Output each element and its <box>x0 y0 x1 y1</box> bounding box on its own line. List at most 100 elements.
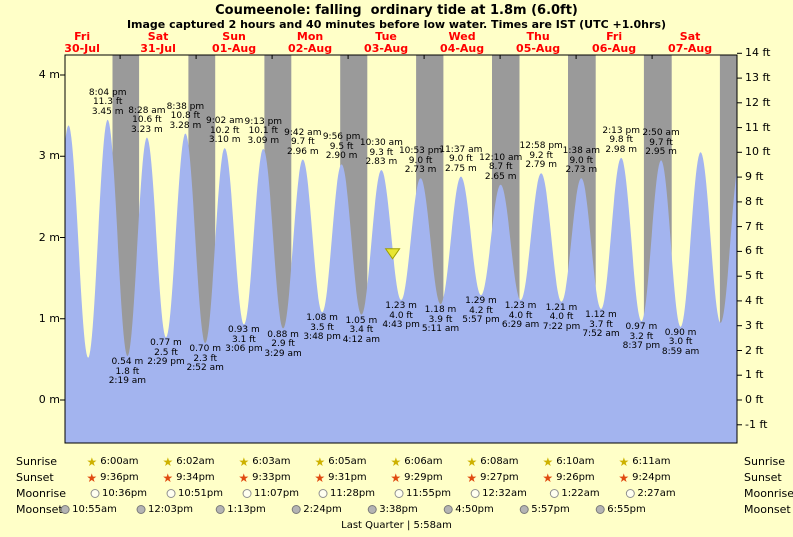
moonrise-time-entry: 11:28pm <box>318 487 375 500</box>
tide-low-label: 1.23 m 4.0 ft 6:29 am <box>489 302 553 331</box>
tide-label-line: 10.6 ft <box>132 115 162 126</box>
moonset-moon-icon <box>443 505 453 514</box>
moonrise-time: 10:51pm <box>178 488 223 499</box>
sunset-time-entry: ★ 9:33pm <box>238 471 290 484</box>
sunrise-time: 6:02am <box>176 456 215 467</box>
tide-label-line: 1.18 m <box>424 305 457 316</box>
tide-label-line: 3:06 pm <box>225 344 263 355</box>
tide-high-label: 9:13 pm 10.1 ft 3.09 m <box>231 117 295 147</box>
tide-label-line: 9.0 ft <box>449 154 473 165</box>
day-label: Sun 01-Aug <box>212 31 256 54</box>
tide-high-label: 2:13 pm 9.8 ft 2.98 m <box>589 126 653 156</box>
day-label: Wed 04-Aug <box>440 31 484 54</box>
tide-label-line: 4.0 ft <box>549 312 574 323</box>
tide-label-line: 9:02 am <box>206 116 244 127</box>
tide-low-label: 1.21 m 4.0 ft 7:22 pm <box>530 303 594 333</box>
tide-label-line: 0.97 m <box>625 322 658 333</box>
tide-label-line: 2:29 pm <box>147 357 185 368</box>
sunrise-star-icon: ★ <box>86 454 98 469</box>
tide-label-line: 0.54 m <box>111 357 144 368</box>
almanac-label-right-moonrise: Moonrise <box>744 487 793 500</box>
sunrise-star-icon: ★ <box>314 454 326 469</box>
tide-label-line: 7:22 pm <box>542 321 581 332</box>
tide-label-line: 0.88 m <box>267 329 299 340</box>
y-axis-right-label: 6 ft <box>745 244 764 258</box>
tide-low-label: 1.05 m 3.4 ft 4:12 am <box>329 315 393 346</box>
tide-label-line: 1.29 m <box>465 296 497 307</box>
sunrise-time-entry: ★ 6:08am <box>466 455 518 468</box>
tide-label-line: 2.96 m <box>286 146 319 157</box>
moonset-moon-icon <box>519 505 529 514</box>
y-axis-right-label: 0 ft <box>745 393 764 406</box>
sunset-star-icon: ★ <box>390 470 402 485</box>
tide-label-line: 4:12 am <box>342 334 381 345</box>
tide-label-line: 2.5 ft <box>154 347 178 358</box>
moonset-moon-icon <box>291 505 301 514</box>
y-axis-right-label: 14 ft <box>745 46 771 60</box>
day-label: Tue 03-Aug <box>364 31 408 54</box>
sunrise-star-icon: ★ <box>542 454 554 469</box>
tide-low-label: 1.18 m 3.9 ft 5:11 am <box>409 306 473 335</box>
moonset-time-entry: 2:24pm <box>291 503 342 516</box>
y-axis-right-label: 7 ft <box>745 219 764 233</box>
tide-low-label: 1.12 m 3.7 ft 7:52 am <box>569 310 633 340</box>
tide-label-line: 4.2 ft <box>469 305 493 316</box>
tide-label-line: 3.4 ft <box>349 325 374 336</box>
tide-label-line: 8:37 pm <box>622 341 661 352</box>
tide-label-line: 0.93 m <box>228 325 260 336</box>
sunset-time: 9:31pm <box>328 472 367 483</box>
moonrise-moon-icon <box>549 489 559 498</box>
tide-label-line: 3:29 am <box>264 348 302 359</box>
tide-label-line: 3.1 ft <box>232 334 256 345</box>
moonrise-time-entry: 10:51pm <box>166 487 223 500</box>
tide-label-line: 9.0 ft <box>408 155 433 166</box>
tide-low-label: 0.54 m 1.8 ft 2:19 am <box>95 358 159 387</box>
moonset-time: 2:24pm <box>303 504 342 515</box>
tide-label-line: 2:19 am <box>108 376 147 387</box>
day-label: Sat 07-Aug <box>668 31 712 54</box>
tide-label-line: 1.05 m <box>345 315 378 326</box>
sunset-time: 9:26pm <box>556 472 595 483</box>
tide-high-label: 10:30 am 9.3 ft 2.83 m <box>349 139 413 168</box>
sunset-star-icon: ★ <box>86 470 98 485</box>
tide-label-line: 4:43 pm <box>382 320 420 331</box>
tide-low-label: 0.70 m 2.3 ft 2:52 am <box>173 345 237 374</box>
almanac-label-left-moonset: Moonset <box>16 503 63 516</box>
sunset-star-icon: ★ <box>238 470 250 485</box>
tide-high-label: 8:04 pm 11.3 ft 3.45 m <box>76 88 140 118</box>
tide-label-line: 0.70 m <box>189 344 222 355</box>
tide-label-line: 3:48 pm <box>303 332 341 343</box>
current-tide-marker-icon <box>384 248 401 260</box>
y-axis-left-label: 0 m <box>38 393 60 406</box>
y-axis-right-label: 5 ft <box>745 269 764 283</box>
moonset-time-entry: 5:57pm <box>519 503 570 516</box>
day-of-week: Sat <box>679 30 701 43</box>
tide-high-label: 9:42 am 9.7 ft 2.96 m <box>271 127 335 158</box>
y-axis-left-label: 3 m <box>38 149 60 163</box>
sunrise-time-entry: ★ 6:02am <box>162 455 214 468</box>
moonset-time: 10:55am <box>72 504 117 515</box>
plot-frame <box>64 54 738 444</box>
tide-label-line: 3.0 ft <box>668 337 693 348</box>
day-date: 02-Aug <box>288 41 333 55</box>
moonset-moon-icon <box>595 505 605 514</box>
sunrise-time: 6:08am <box>480 456 519 467</box>
tide-label-line: 9:42 am <box>284 127 322 138</box>
moonset-time-entry: 1:13pm <box>215 503 266 516</box>
tide-label-line: 2.73 m <box>404 165 437 176</box>
tide-label-line: 3.10 m <box>208 135 241 146</box>
moonset-moon-icon <box>60 505 70 514</box>
sunset-star-icon: ★ <box>542 470 554 485</box>
tide-high-label: 2:50 am 9.7 ft 2.95 m <box>629 129 693 158</box>
day-date: 03-Aug <box>364 41 409 55</box>
moonrise-time: 11:55pm <box>406 488 451 499</box>
almanac-label-left-sunset: Sunset <box>16 471 54 484</box>
tide-label-line: 10.1 ft <box>248 126 279 137</box>
tide-label-line: 2.98 m <box>605 144 638 155</box>
tide-label-line: 2.3 ft <box>193 353 218 364</box>
tide-label-line: 2.79 m <box>525 160 558 171</box>
tide-label-line: 0.77 m <box>150 338 182 349</box>
